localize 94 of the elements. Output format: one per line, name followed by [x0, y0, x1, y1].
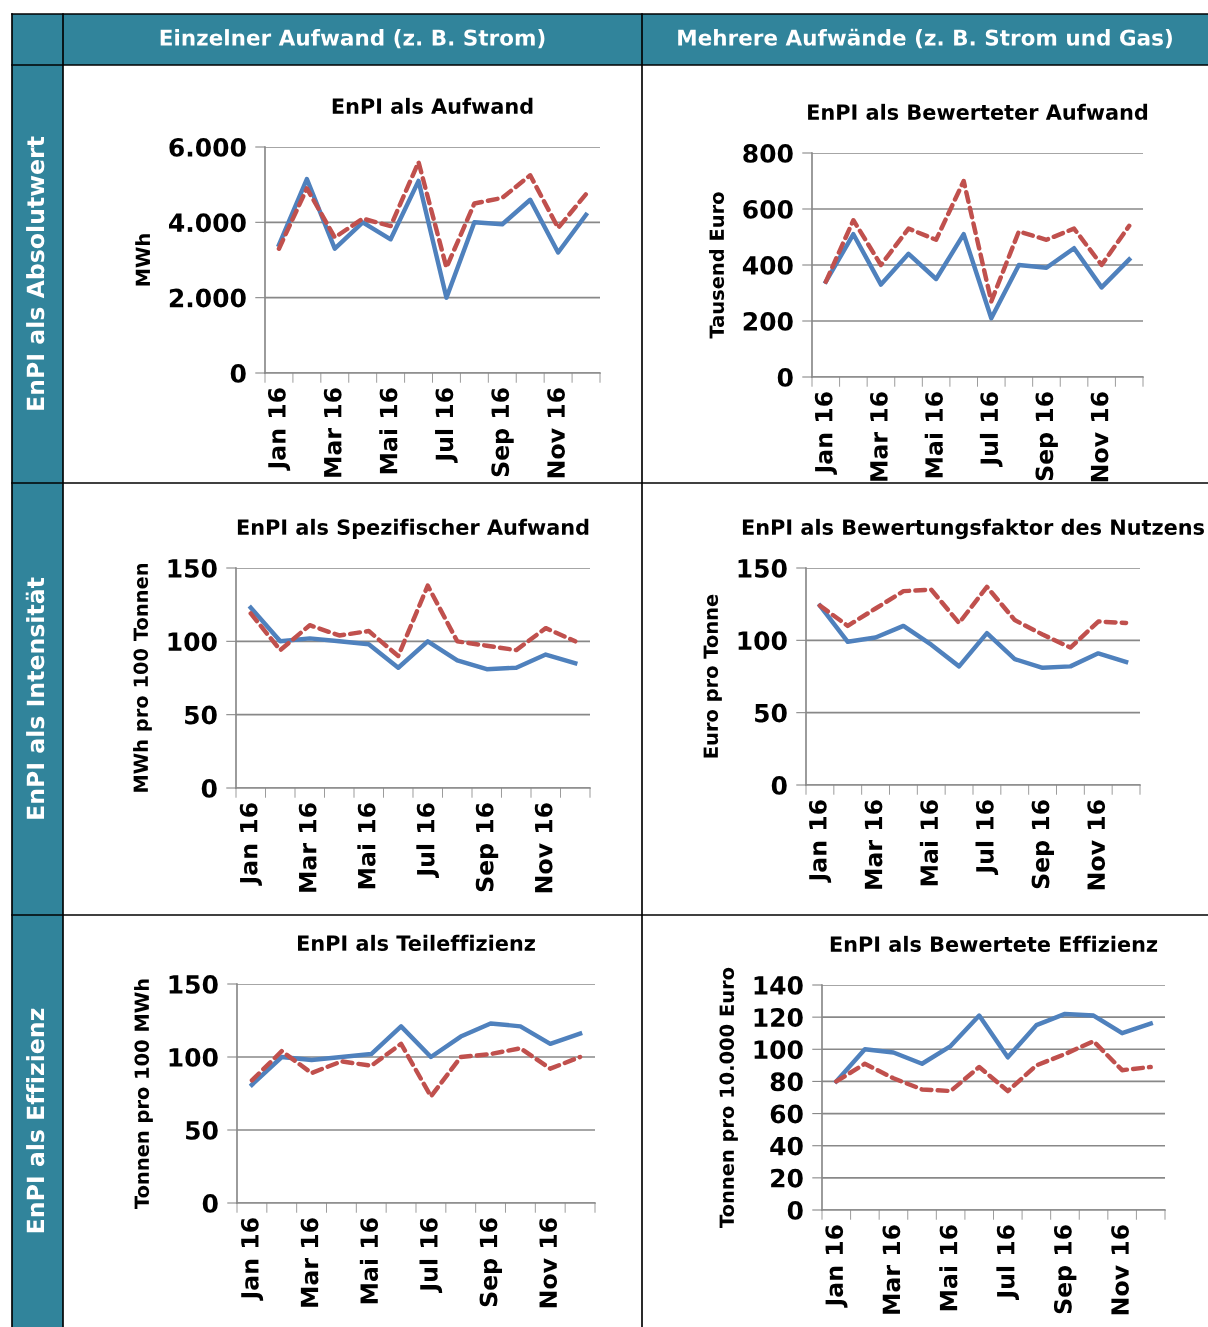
y-tick-label: 0	[787, 1200, 803, 1220]
y-tick-label: 200	[743, 311, 793, 331]
y-tick-label: 150	[168, 558, 217, 578]
line-series	[834, 1039, 1153, 1094]
x-tick-label: Mar 16	[869, 392, 888, 481]
line-series	[249, 1041, 583, 1099]
x-tick-label: Jan 16	[825, 1225, 848, 1308]
x-tick-label: Nov 16	[1090, 392, 1109, 482]
x-tick-label: Jul 16	[435, 388, 458, 463]
y-axis-title: Tausend Euro	[709, 192, 725, 339]
y-tick-label: 6.000	[169, 137, 246, 157]
line-series	[834, 1011, 1153, 1084]
y-tick-label: 800	[743, 143, 793, 163]
x-tick-label: Mai 16	[919, 800, 939, 886]
x-tick-label: Jan 16	[808, 800, 832, 883]
category-label: Einzelner Aufwand (z. B. Strom)	[160, 29, 545, 49]
y-tick-label: 150	[738, 558, 787, 578]
x-tick-label: Jul 16	[416, 803, 439, 878]
x-tick-label: Mai 16	[924, 392, 943, 478]
x-tick-label: Mai 16	[939, 1225, 958, 1311]
x-tick-label: Sep 16	[1053, 1225, 1077, 1314]
x-tick-label: Jul 16	[975, 800, 999, 875]
line-series	[276, 159, 589, 270]
y-axis-title: Euro pro Tonne	[703, 594, 722, 758]
x-tick-label: Mai 16	[357, 803, 376, 889]
category-label: Mehrere Aufwände (z. B. Strom und Gas)	[678, 28, 1172, 49]
x-tick-label: Sep 16	[1035, 392, 1058, 481]
y-tick-label: 50	[755, 703, 787, 723]
x-tick-label: Mai 16	[359, 1218, 379, 1304]
y-tick-label: 100	[168, 632, 217, 652]
y-tick-label: 50	[186, 1120, 218, 1140]
chart-title: EnPI als Bewertungsfaktor des Nutzens	[742, 518, 1204, 540]
chart-title: EnPI als Teileffizienz	[298, 934, 535, 951]
line-series	[248, 583, 578, 659]
x-tick-label: Jan 16	[240, 1218, 264, 1301]
x-tick-label: Nov 16	[547, 388, 565, 478]
line-series	[248, 605, 578, 672]
x-tick-label: Jan 16	[239, 803, 262, 886]
y-tick-label: 4.000	[169, 213, 246, 233]
x-tick-label: Nov 16	[1087, 800, 1106, 890]
y-tick-label: 100	[754, 1040, 803, 1060]
y-tick-label: 140	[754, 975, 803, 995]
y-axis-title: MWh pro 100 Tonnen	[133, 563, 152, 792]
line-series	[823, 231, 1132, 321]
y-tick-label: 80	[770, 1072, 803, 1092]
y-tick-label: 0	[777, 367, 793, 387]
x-tick-label: Sep 16	[491, 388, 514, 477]
y-tick-label: 150	[169, 974, 218, 994]
line-series	[249, 1021, 583, 1087]
x-tick-label: Mar 16	[298, 803, 317, 892]
y-tick-label: 50	[185, 705, 217, 725]
y-tick-label: 20	[771, 1168, 803, 1188]
x-tick-label: Jan 16	[814, 392, 838, 475]
y-tick-label: 120	[754, 1008, 803, 1027]
x-tick-label: Jul 16	[996, 1225, 1020, 1300]
y-axis-title: MWh	[135, 234, 150, 286]
chart-title: EnPI als Bewertete Effizienz	[830, 935, 1158, 952]
x-tick-label: Mar 16	[882, 1225, 901, 1314]
x-tick-label: Mai 16	[379, 388, 398, 474]
y-tick-label: 600	[743, 199, 793, 219]
x-tick-label: Jul 16	[979, 392, 1003, 467]
y-tick-label: 400	[742, 255, 793, 275]
y-tick-label: 2.000	[169, 288, 246, 308]
x-tick-label: Jul 16	[419, 1218, 443, 1293]
x-tick-label: Nov 16	[534, 803, 553, 893]
x-tick-label: Sep 16	[1031, 800, 1055, 889]
x-tick-label: Nov 16	[539, 1218, 558, 1308]
chart-title: EnPI als Spezifischer Aufwand	[237, 518, 589, 539]
y-tick-label: 0	[201, 778, 217, 798]
x-tick-label: Jan 16	[267, 388, 291, 471]
line-series	[817, 603, 1129, 671]
y-axis-title: Tonnen pro 10.000 Euro	[719, 967, 738, 1228]
y-tick-label: 0	[202, 1193, 218, 1213]
category-label: EnPI als Effizienz	[26, 1008, 45, 1233]
y-tick-label: 40	[770, 1136, 803, 1156]
chart-title: EnPI als Aufwand	[332, 97, 533, 114]
chart-title: EnPI als Bewerteter Aufwand	[808, 103, 1148, 120]
category-label: EnPI als Intensität	[25, 577, 45, 819]
x-tick-label: Mar 16	[323, 388, 342, 477]
x-tick-label: Mar 16	[300, 1218, 319, 1307]
x-tick-label: Mar 16	[864, 800, 883, 889]
y-tick-label: 60	[770, 1104, 803, 1124]
line-series	[276, 176, 589, 300]
y-tick-label: 0	[230, 363, 246, 383]
y-tick-label: 100	[169, 1047, 218, 1067]
x-tick-label: Sep 16	[475, 803, 499, 892]
y-tick-label: 100	[738, 631, 787, 651]
x-tick-label: Nov 16	[1111, 1225, 1129, 1315]
y-axis-title: Tonnen pro 100 MWh	[134, 979, 153, 1209]
line-series	[823, 178, 1132, 304]
y-tick-label: 0	[771, 775, 787, 795]
line-series	[817, 584, 1129, 650]
category-label: EnPI als Absolutwert	[26, 136, 45, 410]
x-tick-label: Sep 16	[479, 1218, 503, 1307]
